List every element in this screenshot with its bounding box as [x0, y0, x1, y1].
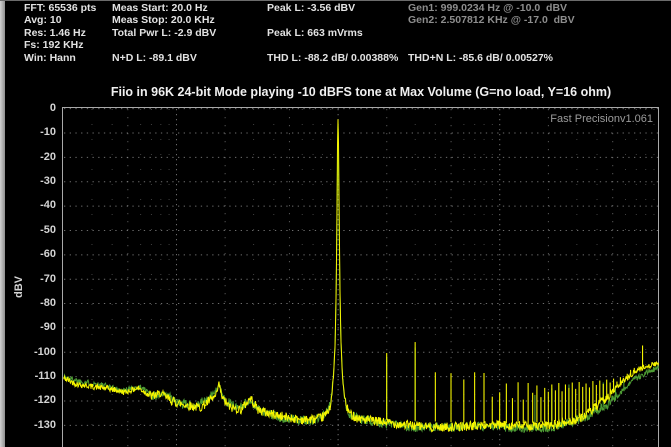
spacer: [112, 39, 216, 51]
y-axis-tick: -20: [40, 150, 56, 163]
y-axis-tick: -90: [40, 321, 56, 334]
window-border-left: [0, 0, 5, 447]
spacer: [408, 39, 575, 51]
readout-meas-stop: Meas Stop: 20.0 KHz: [112, 14, 215, 27]
y-axis-tick: -120: [33, 394, 56, 407]
spectrum-plot: [63, 108, 659, 447]
watermark-label: Fast Precisionv1.061: [550, 113, 653, 125]
trace-green-noload: [63, 122, 659, 434]
y-axis-tick: -80: [40, 296, 56, 309]
readout-column-fft: FFT: 65536 pts Avg: 10 Res: 1.46 Hz Fs: …: [24, 2, 96, 64]
readout-res: Res: 1.46 Hz: [24, 26, 86, 39]
readout-peak-vrms: Peak L: 663 mVrms: [267, 26, 363, 39]
y-axis-tick: 0: [49, 102, 56, 114]
readout-fft: FFT: 65536 pts: [24, 2, 97, 14]
readout-gen1: Gen1: 999.0234 Hz @ -10.0 dBV: [408, 2, 568, 14]
readout-meas-start: Meas Start: 20.0 Hz: [112, 2, 208, 14]
spacer: [267, 39, 398, 51]
readout-win: Win: Hann: [24, 51, 76, 64]
y-axis-tick: -70: [40, 272, 56, 285]
readout-gen2: Gen2: 2.507812 KHz @ -17.0 dBV: [408, 14, 575, 27]
spacer: [267, 14, 398, 26]
readout-nd: N+D L: -89.1 dBV: [112, 51, 197, 64]
y-axis-tick: -50: [40, 223, 56, 236]
readout-total-pwr: Total Pwr L: -2.9 dBV: [112, 26, 217, 39]
y-axis-tick: -40: [40, 199, 56, 212]
plot-frame: [62, 107, 659, 447]
y-axis-tick: -10: [40, 126, 56, 139]
readout-thd: THD L: -88.2 dB/ 0.00388%: [267, 51, 399, 64]
y-axis-tick: -30: [40, 175, 56, 188]
readout-avg: Avg: 10: [24, 14, 62, 27]
readout-column-peak: Peak L: -3.56 dBV Peak L: 663 mVrms THD …: [267, 2, 398, 64]
trace-yellow-16ohm: [63, 119, 659, 433]
y-axis-tick: -110: [34, 370, 56, 383]
spacer: [408, 27, 575, 39]
readout-fs: Fs: 192 KHz: [24, 39, 84, 52]
window-border-top: [0, 0, 671, 1]
plot-title: Fiio in 96K 24-bit Mode playing -10 dBFS…: [110, 85, 612, 99]
y-axis-tick: -60: [40, 248, 56, 261]
y-axis-tick: -100: [33, 345, 56, 358]
readout-column-gen: Gen1: 999.0234 Hz @ -10.0 dBV Gen2: 2.50…: [408, 2, 575, 64]
readout-thdn: THD+N L: -85.6 dB/ 0.00527%: [408, 51, 554, 64]
readout-peak-dbv: Peak L: -3.56 dBV: [267, 2, 356, 14]
measurement-readout-panel: FFT: 65536 pts Avg: 10 Res: 1.46 Hz Fs: …: [0, 0, 671, 68]
y-axis-tick: -130: [33, 418, 56, 431]
readout-column-meas: Meas Start: 20.0 Hz Meas Stop: 20.0 KHz …: [112, 2, 216, 64]
